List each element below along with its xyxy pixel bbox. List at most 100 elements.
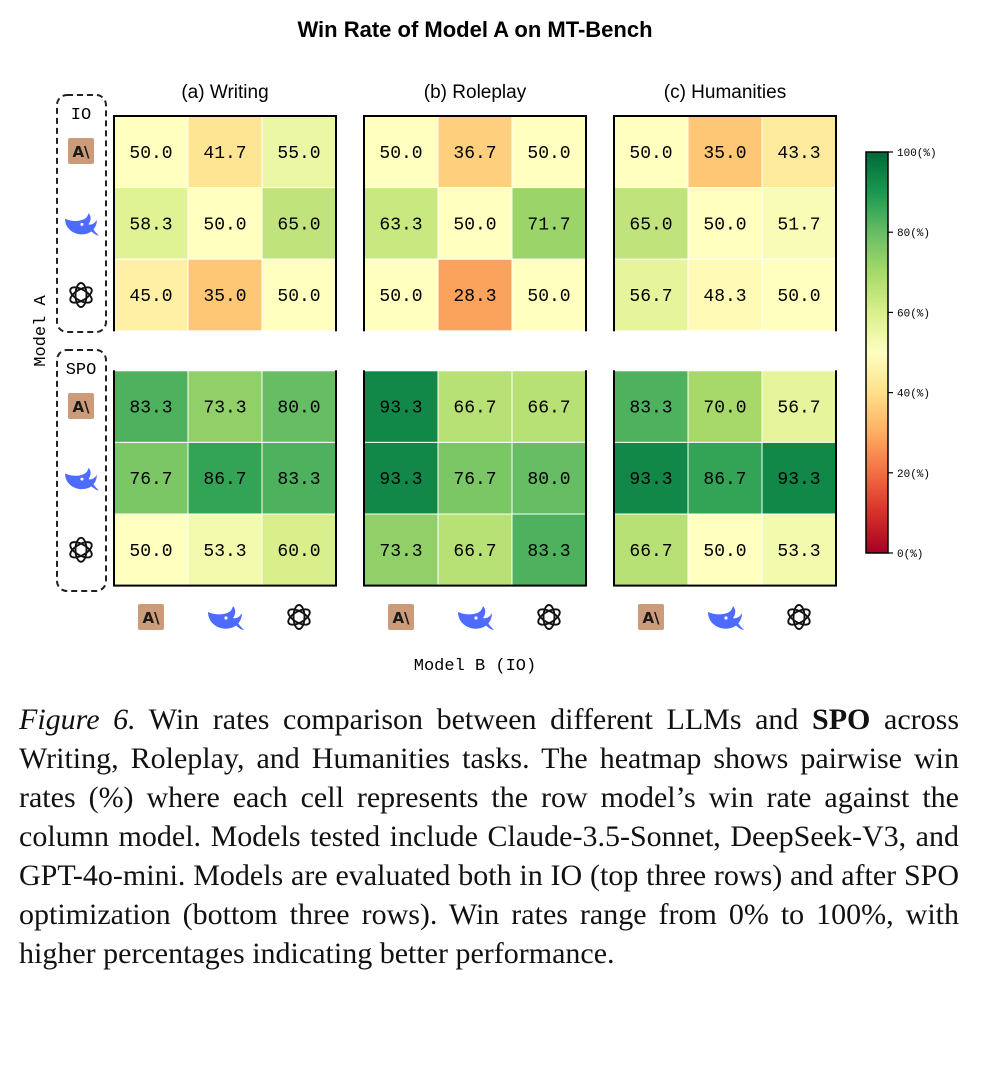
- group-gap: [363, 331, 587, 371]
- cell-value-label: 66.7: [453, 542, 496, 562]
- colorbar-tick-label: 0(%): [897, 549, 923, 561]
- cell-value-label: 28.3: [453, 287, 496, 307]
- heatmap-cell: [761, 513, 837, 587]
- cell-value-label: 83.3: [527, 542, 570, 562]
- cell-value-label: 36.7: [453, 144, 496, 164]
- figure-label: Figure 6.: [19, 703, 136, 736]
- colorbar: 0(%) 20(%) 40(%) 60(%) 80(%) 100(%): [865, 148, 937, 561]
- cell-value-label: 51.7: [777, 215, 820, 235]
- heatmap-cell: [761, 115, 837, 189]
- panel-1: (a) Writing 50.0 41.7 55.0 58.3 50.0 65.0 45.0 3…: [113, 82, 337, 630]
- deepseek-whale-icon: [458, 606, 494, 630]
- cell-value-label: 66.7: [527, 399, 570, 419]
- anthropic-logo-icon: [68, 393, 94, 419]
- cell-value-label: 80.0: [527, 470, 570, 490]
- heatmap-cell: [613, 187, 689, 260]
- row-group-label: IO: [71, 106, 91, 125]
- anthropic-logo-icon: [388, 604, 414, 630]
- cell-value-label: 50.0: [129, 144, 172, 164]
- chart-title: Win Rate of Model A on MT-Bench: [297, 17, 652, 42]
- heatmap-cell: [261, 513, 337, 587]
- heatmap-cell: [511, 115, 587, 189]
- heatmap-cell: [687, 441, 763, 515]
- heatmap-cell: [187, 258, 263, 332]
- cell-value-label: 50.0: [629, 144, 672, 164]
- cell-value-label: 45.0: [129, 287, 172, 307]
- heatmap-cell: [687, 187, 763, 260]
- heatmap-cell: [363, 187, 439, 260]
- heatmap-cell: [187, 441, 263, 515]
- cell-value-label: 56.7: [777, 399, 820, 419]
- heatmap-cell: [261, 370, 337, 443]
- deepseek-whale-icon: [708, 606, 744, 630]
- cell-value-label: 50.0: [527, 144, 570, 164]
- openai-logo-icon: [66, 536, 96, 563]
- cell-value-label: 50.0: [527, 287, 570, 307]
- cell-value-label: 71.7: [527, 215, 570, 235]
- cell-value-label: 43.3: [777, 144, 820, 164]
- cell-value-label: 56.7: [629, 287, 672, 307]
- cell-value-label: 58.3: [129, 215, 172, 235]
- cell-value-label: 55.0: [277, 144, 320, 164]
- cell-value-label: 83.3: [629, 399, 672, 419]
- heatmap-figure: A\ Win Rate of Model A on MT-Bench Model…: [32, 17, 937, 676]
- cell-value-label: 70.0: [703, 399, 746, 419]
- cell-value-label: 35.0: [703, 144, 746, 164]
- cell-value-label: 35.0: [203, 287, 246, 307]
- cell-value-label: 53.3: [203, 542, 246, 562]
- heatmap-cell: [437, 187, 513, 260]
- figure-caption: Figure 6. Win rates comparison between d…: [19, 700, 959, 973]
- row-group-box: [56, 349, 107, 592]
- heatmap-cell: [437, 115, 513, 189]
- cell-value-label: 80.0: [277, 399, 320, 419]
- cell-value-label: 50.0: [703, 215, 746, 235]
- cell-value-label: 86.7: [203, 470, 246, 490]
- heatmap-cell: [511, 441, 587, 515]
- cell-value-label: 41.7: [203, 144, 246, 164]
- cell-value-label: 86.7: [703, 470, 746, 490]
- heatmap-panels: (a) Writing 50.0 41.7 55.0 58.3 50.0 65.0 45.0 3…: [113, 82, 837, 630]
- deepseek-whale-icon: [208, 606, 244, 630]
- heatmap-cell: [511, 187, 587, 260]
- cell-value-label: 93.3: [379, 470, 422, 490]
- cell-value-label: 66.7: [453, 399, 496, 419]
- cell-value-label: 48.3: [703, 287, 746, 307]
- heatmap-cell: [687, 370, 763, 443]
- row-group-markers: IO SPO: [56, 94, 107, 592]
- panel-title: (a) Writing: [181, 82, 268, 103]
- row-group-label: SPO: [66, 361, 97, 380]
- group-gap: [613, 331, 837, 371]
- heatmap-cell: [687, 258, 763, 332]
- panel-title: (b) Roleplay: [424, 82, 527, 103]
- anthropic-logo-icon: [138, 604, 164, 630]
- cell-value-label: 50.0: [129, 542, 172, 562]
- row-group-io: IO: [56, 94, 107, 333]
- colorbar-tick-label: 80(%): [897, 228, 930, 240]
- heatmap-cell: [761, 258, 837, 332]
- heatmap-cell: [363, 441, 439, 515]
- row-group-box: [56, 94, 107, 333]
- cell-value-label: 65.0: [277, 215, 320, 235]
- openai-logo-icon: [534, 604, 564, 630]
- x-axis-label: Model B (IO): [414, 657, 536, 676]
- heatmap-cell: [613, 258, 689, 332]
- colorbar-tick-label: 40(%): [897, 389, 930, 401]
- heatmap-cell: [187, 370, 263, 443]
- group-gap: [113, 331, 337, 371]
- heatmap-cell: [613, 370, 689, 443]
- cell-value-label: 93.3: [379, 399, 422, 419]
- colorbar-tick-label: 20(%): [897, 469, 930, 481]
- cell-value-label: 93.3: [777, 470, 820, 490]
- cell-value-label: 50.0: [277, 287, 320, 307]
- openai-logo-icon: [66, 282, 96, 308]
- cell-value-label: 76.7: [129, 470, 172, 490]
- heatmap-cell: [261, 441, 337, 515]
- panel-3: (c) Humanities 50.0 35.0 43.3 65.0 50.0 51.7 56…: [613, 82, 837, 630]
- heatmap-cell: [113, 370, 189, 443]
- heatmap-cell: [761, 370, 837, 443]
- deepseek-whale-icon: [65, 467, 99, 491]
- heatmap-cell: [511, 258, 587, 332]
- heatmap-cell: [261, 258, 337, 332]
- heatmap-cell: [437, 370, 513, 443]
- heatmap-cell: [261, 187, 337, 260]
